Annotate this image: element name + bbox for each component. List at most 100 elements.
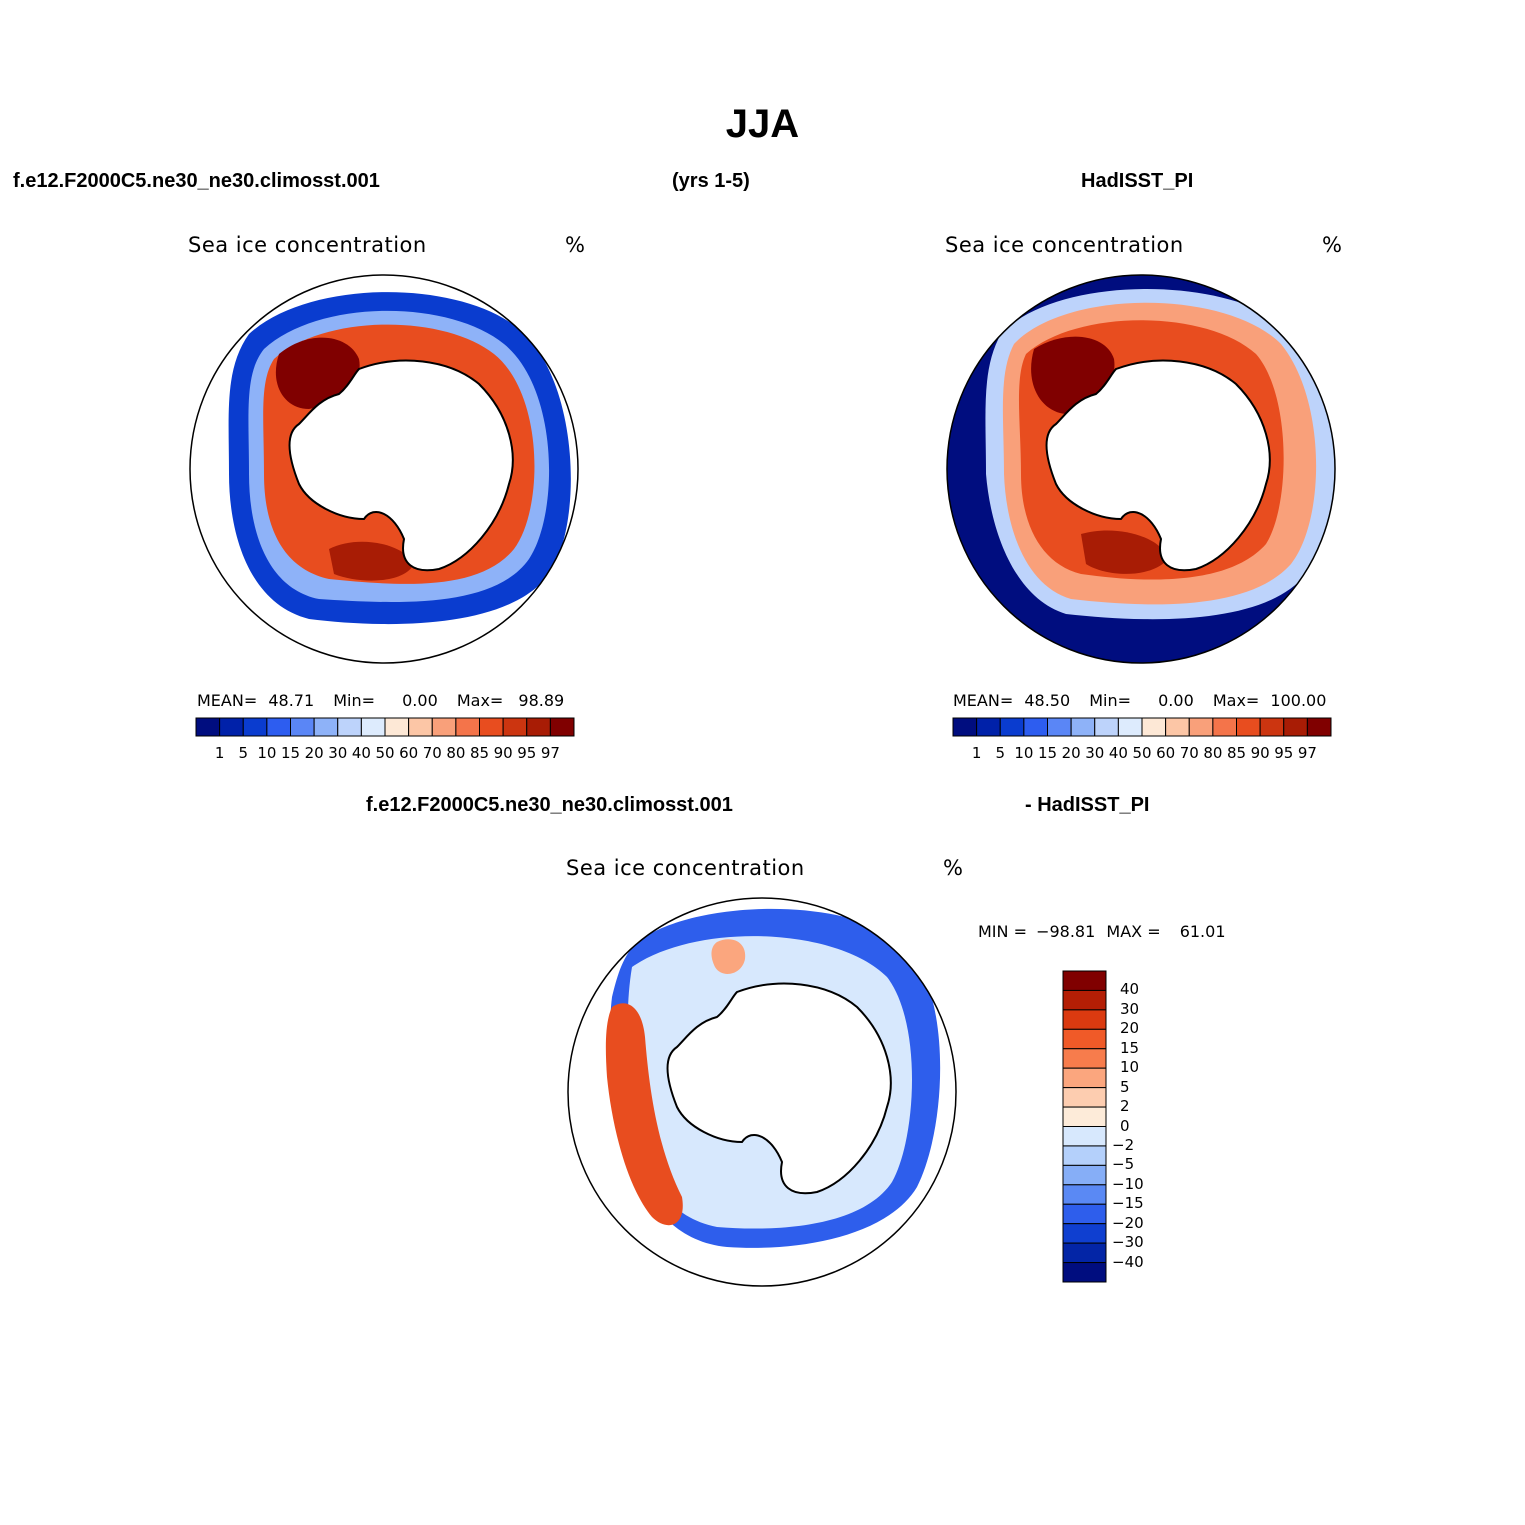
diff-colorbar-swatch: [1062, 1067, 1107, 1089]
diff-colorbar-tick-label: 15: [1120, 1038, 1140, 1057]
model-colorbar-tick-label: 60: [399, 744, 419, 762]
diff-colorbar-tick-label: 5: [1120, 1077, 1130, 1096]
model-colorbar-swatch: [479, 717, 504, 737]
model-colorbar-swatch: [266, 717, 291, 737]
obs-colorbar-swatch: [1236, 717, 1261, 737]
diff-colorbar-tick-label: 0: [1120, 1116, 1130, 1135]
obs-max-label: Max=: [1212, 691, 1260, 710]
model-colorbar-tick-label: 30: [328, 744, 348, 762]
diff-colorbar-tick-label: −2: [1112, 1135, 1135, 1154]
diff-min-value: −98.81: [1036, 922, 1096, 941]
diff-colorbar-labels: 40 30 20 15 10 5 2 0 −2 −5 −10 −15 −20 −30 −40: [1112, 970, 1172, 1283]
diff-colorbar-tick-label: 30: [1120, 999, 1140, 1018]
obs-name-header: HadISST_PI: [1081, 170, 1194, 192]
obs-colorbar-tick-label: 70: [1179, 744, 1199, 762]
diff-max-label: MAX =: [1106, 922, 1161, 941]
obs-colorbar-swatch: [1023, 717, 1048, 737]
obs-colorbar-tick-label: 15: [1037, 744, 1058, 762]
diff-colorbar-swatch: [1062, 989, 1107, 1011]
obs-colorbar-tick-label: 5: [995, 744, 1006, 762]
obs-colorbar-swatch: [1188, 717, 1214, 737]
diff-stats: MIN = −98.81 MAX = 61.01: [978, 922, 1226, 941]
diff-colorbar: [1062, 970, 1107, 1283]
obs-colorbar-swatch: [1047, 717, 1072, 737]
obs-stats: MEAN= 48.50 Min= 0.00 Max= 100.00: [953, 691, 1326, 710]
case-name-header: f.e12.F2000C5.ne30_ne30.climosst.001: [13, 170, 380, 192]
obs-colorbar-tick-label: 90: [1250, 744, 1270, 762]
obs-colorbar-tick-label: 20: [1061, 744, 1081, 762]
figure-title: JJA: [725, 102, 800, 146]
diff-colorbar-swatch: [1062, 1203, 1107, 1225]
obs-colorbar-labels: 1 5 10 15 20 30 40 50 60 70 80 85 90 95 97: [952, 744, 1332, 764]
obs-colorbar-tick-label: 95: [1274, 744, 1294, 762]
diff-colorbar-tick-label: −20: [1112, 1213, 1144, 1232]
model-colorbar-tick-label: 80: [446, 744, 466, 762]
diff-panel-title: Sea ice concentration: [566, 856, 805, 880]
obs-colorbar-tick-label: 85: [1226, 744, 1247, 762]
model-colorbar-tick-label: 1: [214, 744, 225, 762]
model-colorbar-swatch: [549, 717, 575, 737]
model-ice-core-weddell: [275, 337, 360, 409]
obs-colorbar-swatch: [1283, 717, 1308, 737]
model-colorbar-swatch: [502, 717, 528, 737]
model-colorbar-tick-label: 97: [540, 744, 560, 762]
diff-colorbar-tick-label: 10: [1120, 1058, 1140, 1077]
obs-colorbar-swatch: [1070, 717, 1096, 737]
diff-positive-north-spot: [711, 939, 746, 974]
model-colorbar-swatch: [526, 717, 551, 737]
diff-colorbar-tick-label: 2: [1120, 1097, 1130, 1116]
obs-antarctica: [1045, 359, 1271, 572]
model-max-label: Max=: [456, 691, 504, 710]
model-min-label: Min=: [333, 691, 376, 710]
obs-colorbar: [952, 717, 1332, 737]
model-colorbar-tick-label: 10: [257, 744, 277, 762]
model-colorbar-labels: 1 5 10 15 20 30 40 50 60 70 80 85 90 95 97: [195, 744, 575, 764]
model-colorbar-tick-label: 15: [280, 744, 301, 762]
diff-case-header: f.e12.F2000C5.ne30_ne30.climosst.001: [366, 794, 733, 816]
diff-colorbar-swatch: [1062, 1106, 1107, 1127]
diff-colorbar-swatch: [1062, 1184, 1107, 1205]
obs-colorbar-swatch: [999, 717, 1025, 737]
obs-polar-map: [946, 274, 1336, 664]
obs-ice-core-ross: [1081, 530, 1168, 574]
model-colorbar-tick-label: 5: [238, 744, 249, 762]
obs-colorbar-tick-label: 10: [1014, 744, 1034, 762]
obs-colorbar-swatch: [1094, 717, 1119, 737]
diff-colorbar-swatch: [1062, 1145, 1107, 1166]
obs-colorbar-swatch: [1259, 717, 1285, 737]
model-min-value: 0.00: [402, 691, 438, 710]
model-colorbar-swatch: [242, 717, 268, 737]
diff-antarctica: [666, 982, 892, 1195]
model-colorbar: [195, 717, 575, 737]
obs-min-label: Min=: [1089, 691, 1132, 710]
years-header: (yrs 1-5): [672, 170, 750, 192]
obs-max-value: 100.00: [1270, 691, 1327, 710]
obs-colorbar-tick-label: 60: [1156, 744, 1176, 762]
obs-colorbar-swatch: [1212, 717, 1237, 737]
diff-positive-west-band: [605, 1003, 683, 1226]
diff-colorbar-tick-label: −5: [1112, 1155, 1135, 1174]
obs-colorbar-tick-label: 30: [1085, 744, 1105, 762]
diff-min-label: MIN =: [978, 922, 1027, 941]
diff-colorbar-swatch: [1062, 1164, 1107, 1186]
model-colorbar-swatch: [195, 717, 221, 737]
model-colorbar-swatch: [290, 717, 315, 737]
diff-colorbar-swatch: [1062, 1087, 1107, 1108]
obs-colorbar-swatch: [1117, 717, 1143, 737]
model-ice-core-ross: [329, 541, 414, 581]
obs-colorbar-swatch: [976, 717, 1001, 737]
diff-colorbar-swatch: [1062, 1028, 1107, 1050]
diff-max-value: 61.01: [1179, 922, 1226, 941]
model-panel-title: Sea ice concentration: [188, 233, 427, 257]
diff-colorbar-tick-label: −15: [1112, 1194, 1144, 1213]
diff-colorbar-swatch: [1062, 1048, 1107, 1069]
obs-colorbar-tick-label: 40: [1108, 744, 1128, 762]
diff-colorbar-tick-label: −40: [1112, 1252, 1144, 1271]
obs-colorbar-swatch: [952, 717, 978, 737]
model-colorbar-swatch: [455, 717, 480, 737]
diff-colorbar-swatch: [1062, 1009, 1107, 1030]
model-colorbar-swatch: [384, 717, 410, 737]
obs-panel-units: %: [1322, 233, 1343, 257]
diff-colorbar-swatch: [1062, 1242, 1107, 1264]
obs-colorbar-tick-label: 80: [1203, 744, 1223, 762]
